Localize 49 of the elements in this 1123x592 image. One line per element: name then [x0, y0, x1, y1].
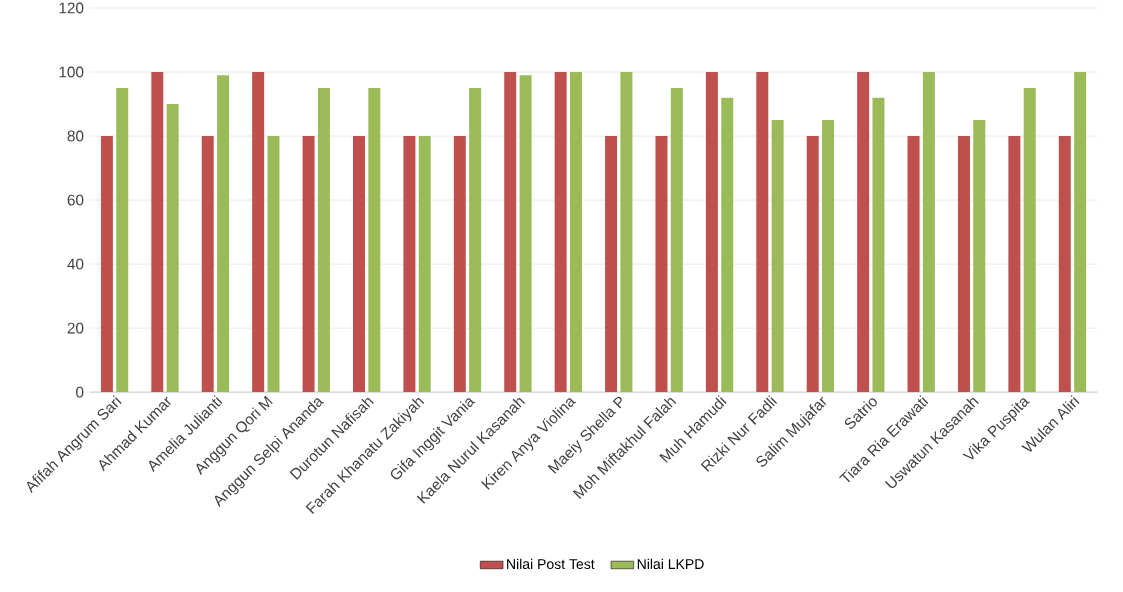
bar: [721, 97, 734, 393]
legend-label: Nilai LKPD: [637, 558, 704, 569]
bar: [569, 71, 582, 393]
bar: [317, 87, 330, 393]
bar: [620, 71, 633, 393]
bar: [166, 103, 179, 393]
bar: [806, 135, 819, 393]
bar: [1023, 87, 1036, 393]
bar: [907, 135, 920, 393]
bar: [554, 71, 567, 393]
bar: [705, 71, 718, 393]
bar: [756, 71, 769, 393]
y-tick-label: 120: [59, 2, 84, 14]
bar: [368, 87, 381, 393]
bar: [605, 135, 618, 393]
bar: [857, 71, 870, 393]
bar: [1074, 71, 1087, 393]
bar: [1008, 135, 1021, 393]
y-tick-label: 80: [67, 130, 84, 142]
bar: [771, 119, 784, 393]
bar: [267, 135, 280, 393]
bar: [201, 135, 214, 393]
bar: [655, 135, 668, 393]
bar: [403, 135, 416, 393]
bar: [973, 119, 986, 393]
bar: [116, 87, 129, 393]
bar: [519, 75, 532, 393]
y-tick-label: 60: [67, 194, 84, 206]
bar: [151, 71, 164, 393]
bar: [217, 75, 230, 393]
bar: [822, 119, 835, 393]
bar: [352, 135, 365, 393]
bar: [100, 135, 113, 393]
bar: [453, 135, 466, 393]
y-tick-label: 100: [59, 66, 84, 78]
bar: [418, 135, 431, 393]
bar: [1058, 135, 1071, 393]
y-tick-label: 0: [76, 386, 84, 398]
y-tick-label: 20: [67, 322, 84, 334]
bar: [469, 87, 482, 393]
bar: [504, 71, 517, 393]
y-tick-label: 40: [67, 258, 84, 270]
bar: [922, 71, 935, 393]
bar: [252, 71, 265, 393]
bar: [302, 135, 315, 393]
legend-label: Nilai Post Test: [507, 558, 595, 569]
bar: [957, 135, 970, 393]
bar: [872, 97, 885, 393]
bar: [670, 87, 683, 393]
